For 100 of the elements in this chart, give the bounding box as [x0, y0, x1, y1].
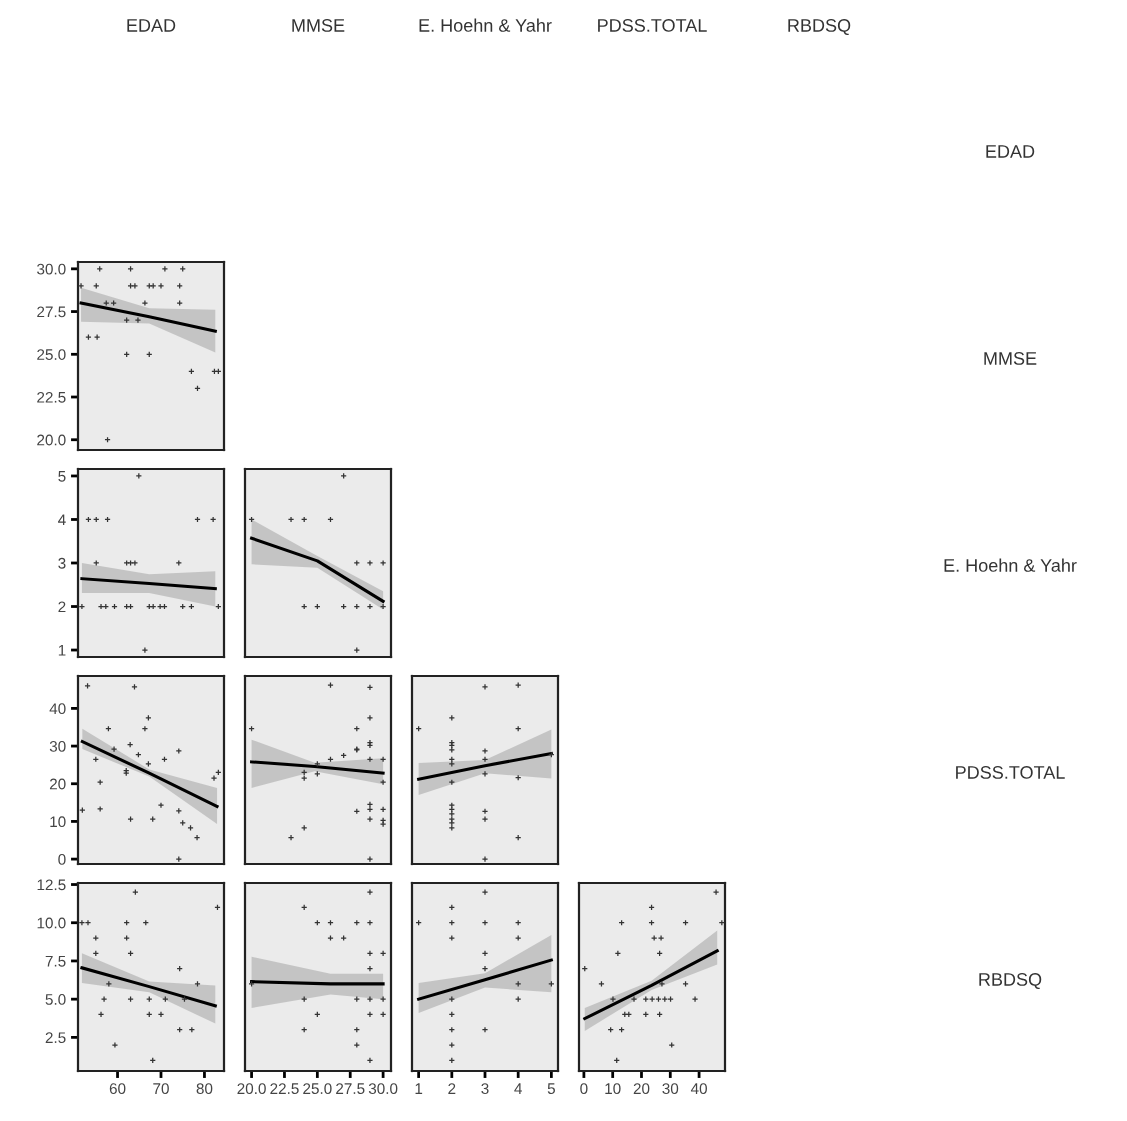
point [379, 806, 387, 813]
point [123, 316, 130, 324]
point [210, 774, 218, 782]
text: PDSS.TOTAL [598, 19, 707, 32]
point [609, 995, 617, 1003]
x-tick-label: 20 [633, 1083, 650, 1095]
point [682, 980, 689, 988]
x-tick-label: 80 [196, 1083, 213, 1095]
y-tick-label: 40 [49, 703, 66, 715]
point [514, 934, 522, 942]
x-tick-label: 25.0 [303, 1083, 332, 1095]
point [327, 934, 334, 942]
x-tick-label: 20.0 [237, 1083, 266, 1095]
point [146, 282, 153, 290]
point [598, 980, 605, 988]
point [379, 603, 387, 610]
x-tick-label: 30.0 [368, 1083, 398, 1095]
point [353, 646, 361, 654]
point [300, 774, 308, 782]
text: MMSE [984, 352, 1037, 365]
point [379, 1011, 387, 1018]
point [366, 756, 374, 763]
point [548, 980, 555, 988]
point [111, 1041, 119, 1049]
point [366, 855, 374, 863]
point [650, 934, 658, 942]
x-tick-label: 1 [415, 1083, 423, 1094]
point [141, 646, 149, 654]
point [481, 888, 489, 896]
point [92, 934, 100, 942]
point [353, 1041, 361, 1049]
y-tick-label: 1 [58, 645, 66, 656]
point [366, 603, 374, 610]
point [93, 282, 100, 290]
y-tick-label: 30.0 [37, 263, 66, 275]
y-tick-label: 22.5 [37, 391, 66, 403]
y-tick-label: 25.0 [37, 349, 66, 360]
point [658, 980, 666, 988]
point [123, 934, 130, 942]
y-tick-label: 5 [58, 470, 66, 482]
point [123, 559, 130, 567]
point [379, 950, 387, 957]
point [179, 819, 186, 827]
point [481, 965, 489, 972]
x-tick-label: 22.5 [270, 1083, 299, 1095]
y-tick-label: 12.5 [37, 879, 66, 891]
text: MMSE [292, 19, 345, 32]
point [481, 808, 489, 815]
point [340, 472, 347, 480]
text: EDAD [127, 19, 176, 32]
point [78, 282, 85, 290]
text: EDAD [986, 145, 1035, 158]
x-tick-label: 60 [109, 1083, 126, 1095]
point [340, 934, 347, 942]
point [366, 1057, 374, 1064]
point [193, 834, 201, 841]
point [175, 747, 183, 755]
point [481, 1026, 489, 1033]
y-tick-label: 7.5 [45, 955, 66, 967]
x-tick-label: 5 [547, 1083, 555, 1095]
point [630, 995, 638, 1003]
point [96, 805, 104, 813]
point [379, 820, 387, 828]
point [481, 855, 489, 863]
point [366, 559, 374, 567]
point [366, 919, 374, 926]
y-tick-label: 20 [49, 778, 66, 790]
point [366, 995, 374, 1003]
y-tick-label: 4 [58, 514, 66, 526]
x-tick-label: 4 [514, 1083, 522, 1094]
point [327, 681, 334, 689]
point [110, 299, 117, 307]
point [175, 559, 183, 567]
text: RBDSQ [788, 19, 851, 36]
point [379, 995, 387, 1003]
point [176, 282, 183, 290]
point [514, 980, 522, 988]
point [691, 995, 699, 1003]
point [78, 919, 86, 926]
y-tick-label: 10.0 [37, 917, 66, 929]
point [668, 1041, 675, 1049]
point [366, 801, 374, 808]
point [149, 282, 157, 290]
y-tick-label: 10 [50, 816, 66, 828]
point [157, 1011, 165, 1018]
point [131, 559, 139, 567]
point [97, 1011, 105, 1018]
x-tick-label: 30 [662, 1083, 679, 1095]
point [366, 965, 374, 972]
y-tick-label: 3 [58, 557, 66, 569]
point [110, 745, 118, 753]
y-tick-label: 2.5 [45, 1032, 66, 1044]
y-tick-label: 27.5 [37, 306, 66, 318]
point [157, 802, 165, 809]
point [481, 950, 489, 957]
point [141, 725, 149, 732]
point [379, 779, 387, 786]
x-tick-label: 40 [690, 1083, 707, 1095]
y-tick-label: 5.0 [45, 994, 66, 1005]
point [379, 756, 387, 763]
